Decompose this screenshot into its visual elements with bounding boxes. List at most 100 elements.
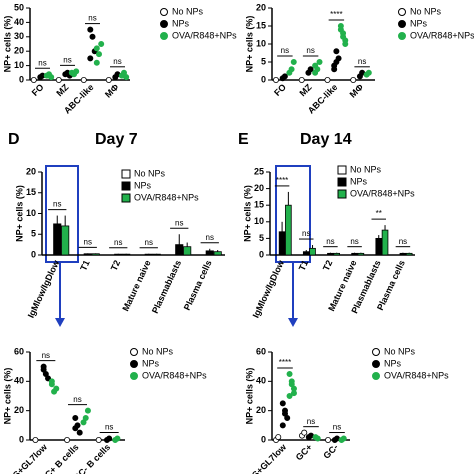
bar [285,204,292,256]
data-point [288,66,295,73]
data-point [333,59,340,66]
data-point [40,363,47,370]
legend-label: NPs [134,180,152,190]
y-tick-label: 20 [256,2,266,12]
significance-label: ns [333,423,341,432]
y-tick-label: 30 [14,31,24,41]
legend-swatch [372,348,380,356]
data-point [281,73,288,80]
significance-label: ns [302,229,310,238]
legend-swatch [121,181,131,191]
data-point [307,66,314,73]
legend-label: OVA/R848+NPs [142,370,207,380]
y-tick-label: 20 [26,166,36,176]
legend-swatch [160,8,168,16]
y-tick-label: 15 [26,187,36,197]
data-point [286,370,293,377]
legend-swatch [372,372,380,380]
data-point [87,26,94,33]
x-tick-label: T2 [109,259,123,273]
x-tick-label: GC- [321,442,340,461]
data-point [365,69,372,76]
x-tick-label: GC+ [294,442,314,462]
bar [53,223,62,256]
legend-label: OVA/R848+NPs [410,30,474,40]
significance-label: ns [63,55,71,64]
significance-label: ns [84,237,92,246]
highlight-box [45,165,79,263]
data-point [72,414,79,421]
y-tick-label: 10 [256,38,266,48]
bar [213,251,222,256]
data-point [279,400,286,407]
data-point [340,30,347,37]
bar [205,250,214,256]
legend-label: No NPs [172,6,204,16]
bar [327,252,334,256]
data-point [48,378,55,385]
legend-label: No NPs [142,346,174,356]
y-tick-label: 5 [261,56,266,66]
y-axis-label: NP+ cells (%) [242,185,252,242]
data-point [93,59,100,66]
y-axis-label: NP+ cells (%) [14,185,24,242]
significance-label: ns [350,237,358,246]
y-tick-label: 10 [254,216,264,226]
legend-label: OVA/R848+NPs [134,192,199,202]
significance-label: ns [175,218,183,227]
significance-label: ns [306,46,314,55]
significance-label: ns [307,417,315,426]
bar [381,229,389,256]
y-tick-label: 20 [14,405,24,415]
chart-title: Day 14 [300,131,352,148]
data-point [106,435,113,442]
data-point [95,436,102,443]
data-point [114,435,121,442]
bar [183,246,192,256]
significance-label: ns [105,423,113,432]
legend-swatch [130,372,138,380]
significance-label: ns [145,238,153,247]
x-tick-label: Mature naive [120,259,152,313]
data-point [84,407,91,414]
legend-swatch [337,165,347,175]
data-point [64,436,71,443]
data-point [325,436,332,443]
bar [144,253,153,256]
x-tick-label: FO [272,82,288,98]
significance-label: ns [38,58,46,67]
data-point [272,77,279,84]
x-tick-label: IgMlow/IgDlow [251,258,287,320]
legend-swatch [130,360,138,368]
legend-label: NPs [172,18,190,28]
bar [399,252,407,256]
x-tick-label: T1 [78,259,92,273]
y-tick-label: 0 [19,434,24,444]
panel-label: D [8,131,20,148]
legend-swatch [398,32,406,40]
bar [333,252,340,256]
y-tick-label: 5 [259,233,264,243]
y-tick-label: 60 [14,346,24,356]
legend-swatch [160,20,168,28]
data-point [324,77,331,84]
y-tick-label: 20 [254,183,264,193]
data-point [314,435,321,442]
x-tick-label: IgMlow/IgDlow [26,258,62,320]
legend-swatch [160,32,168,40]
data-point [331,66,338,73]
y-tick-label: 40 [14,17,24,27]
y-tick-label: 20 [14,46,24,56]
legend-label: NPs [142,358,160,368]
x-tick-label: MΦ [103,82,121,100]
x-tick-label: MZ [297,82,314,99]
significance-label: ns [114,238,122,247]
x-tick-label: FO [30,82,46,98]
y-tick-label: 10 [14,60,24,70]
bar [175,244,184,256]
arrow-head [55,318,65,327]
legend-swatch [337,189,347,199]
significance-label: ns [326,237,334,246]
significance-label: ** [376,209,382,218]
panel-label: E [238,131,249,148]
